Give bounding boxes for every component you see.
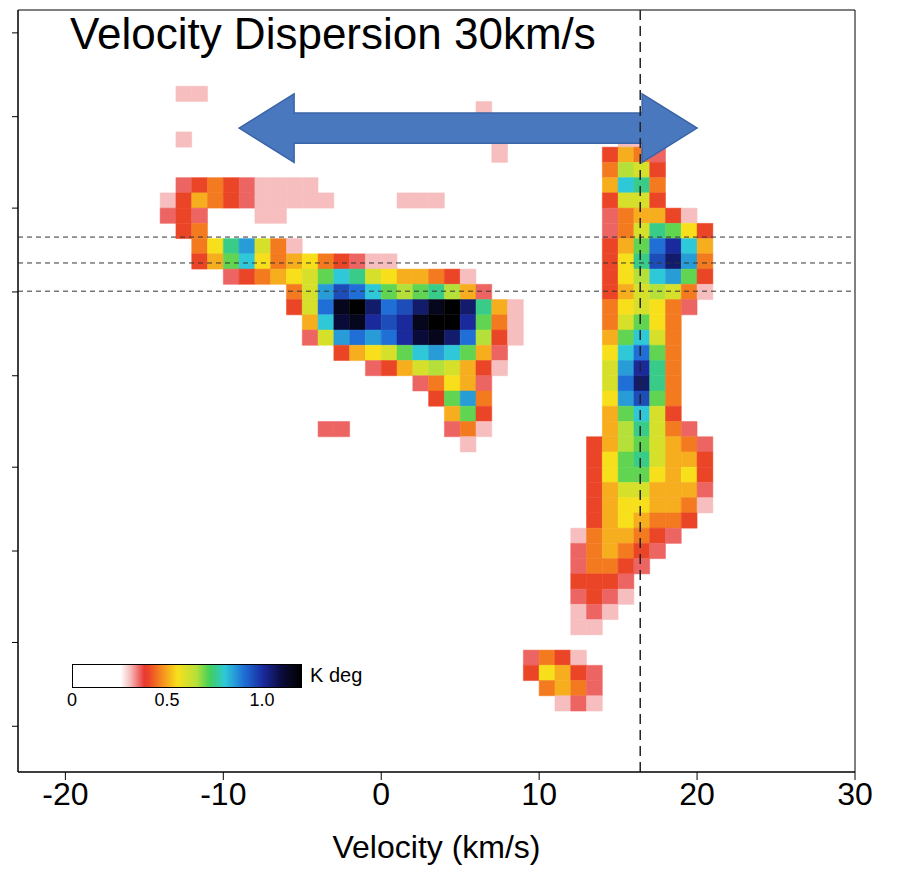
svg-text:Velocity (km/s): Velocity (km/s) bbox=[332, 829, 540, 865]
html-text:1.0: 1.0 bbox=[249, 690, 275, 710]
html-text:0.5: 0.5 bbox=[154, 690, 180, 710]
html-text:0: 0 bbox=[67, 690, 77, 710]
html-text:K deg: K deg bbox=[310, 664, 363, 686]
svg-text:0: 0 bbox=[372, 776, 390, 812]
svg-text:20: 20 bbox=[679, 776, 715, 812]
svg-text:-20: -20 bbox=[42, 776, 88, 812]
svg-text:10: 10 bbox=[521, 776, 557, 812]
svg-text:30: 30 bbox=[837, 776, 873, 812]
svg-text:-10: -10 bbox=[200, 776, 246, 812]
html-text:Velocity Dispersion 30km/s: Velocity Dispersion 30km/s bbox=[70, 9, 596, 58]
